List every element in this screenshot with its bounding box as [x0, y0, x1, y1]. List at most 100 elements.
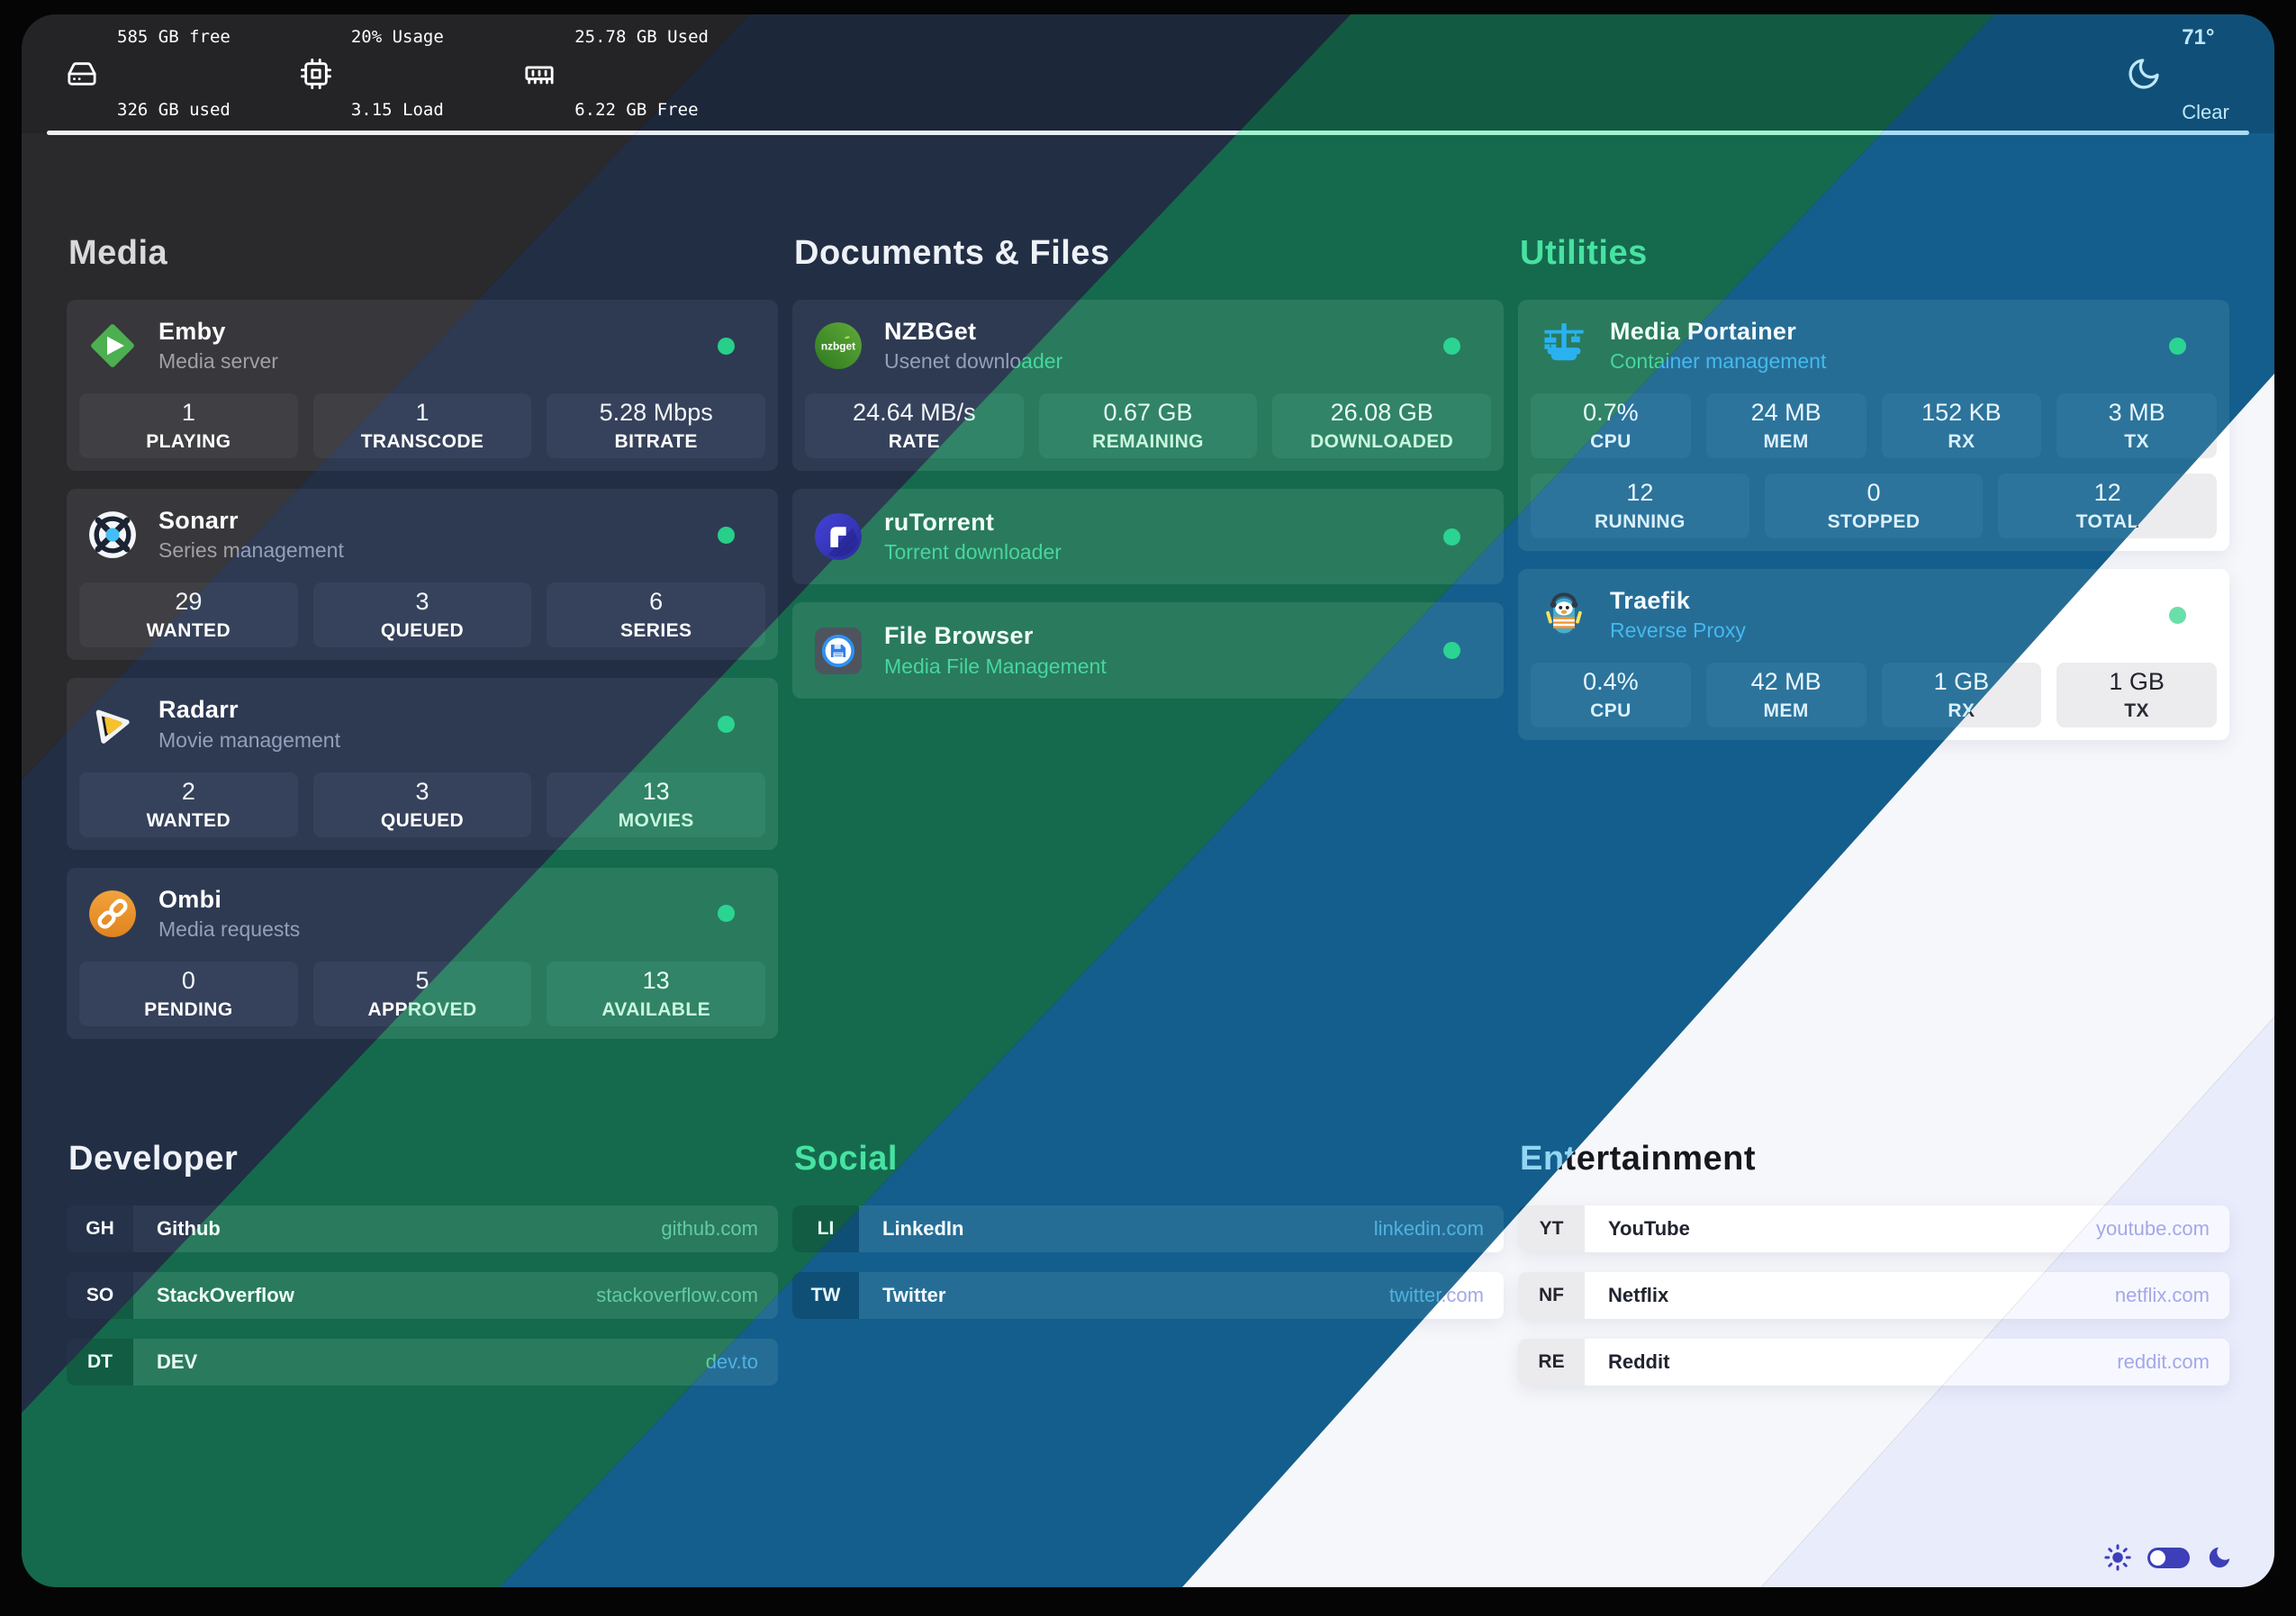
weather-widget[interactable]: 71° Clear — [2126, 14, 2229, 173]
link-name: LinkedIn — [882, 1216, 964, 1240]
status-dot — [718, 905, 735, 923]
hard-drive-icon — [67, 59, 97, 89]
link-url: youtube.com — [2096, 1216, 2210, 1240]
theme-controls — [2104, 1544, 2233, 1571]
link-tag: GH — [67, 1205, 133, 1252]
app-name: Sonarr — [158, 507, 239, 535]
cpu-icon — [300, 59, 331, 89]
status-dot — [2169, 337, 2186, 355]
link-name: Twitter — [882, 1283, 946, 1306]
app-desc: Torrent downloader — [884, 540, 1062, 564]
app-name: Ombi — [158, 885, 222, 913]
weather-condition: Clear — [2182, 100, 2229, 123]
cpu-load-value: 3.15 Load — [350, 100, 444, 120]
app-desc: Media server — [158, 349, 278, 374]
moon-icon[interactable] — [2206, 1544, 2233, 1571]
disk-stats: 585 GB free 326 GB used — [67, 14, 231, 171]
radarr-icon — [88, 700, 137, 749]
sonarr-icon — [88, 510, 137, 559]
app-name: File Browser — [884, 622, 1034, 650]
status-dot — [1443, 642, 1460, 660]
app-desc: Media requests — [158, 916, 301, 941]
link-name: StackOverflow — [157, 1283, 294, 1306]
svg-text:nzbget: nzbget — [821, 339, 855, 352]
disk-used-value: 326 GB used — [117, 100, 231, 120]
section-title-utilities: Utilities — [1520, 234, 1648, 272]
link-url: stackoverflow.com — [596, 1283, 758, 1306]
toggle-knob — [2150, 1549, 2165, 1566]
link-name: DEV — [157, 1350, 198, 1373]
app-name: Traefik — [1610, 587, 1691, 615]
section-title-media: Media — [68, 234, 168, 272]
topbar-divider — [47, 131, 1351, 135]
status-dot — [1443, 528, 1460, 546]
app-card-rutorrent[interactable]: ruTorrent Torrent downloader — [792, 489, 1504, 585]
emby-icon — [88, 321, 137, 370]
app-name: NZBGet — [884, 318, 977, 345]
filebrowser-icon — [814, 627, 863, 675]
link-row-stackoverflow[interactable]: SO StackOverflow stackoverflow.com — [67, 1271, 778, 1319]
link-tag: YT — [1518, 1205, 1585, 1252]
link-row-linkedin[interactable]: LI LinkedIn linkedin.com — [792, 1205, 1504, 1252]
link-row-twitter[interactable]: TW Twitter twitter.com — [792, 1271, 1504, 1319]
app-name: ruTorrent — [884, 509, 995, 537]
moon-icon — [2126, 56, 2162, 92]
portainer-icon — [1540, 321, 1588, 370]
link-row-dev[interactable]: DT DEV dev.to — [67, 1338, 778, 1386]
section-social: Social LI LinkedIn linkedin.com TW Twitt… — [792, 1140, 1504, 1339]
theme-toggle[interactable] — [2147, 1547, 2190, 1568]
topbar-divider — [47, 131, 749, 135]
dashboard-page: 585 GB free 326 GB used 20% Usage 3.15 L… — [22, 14, 2274, 1587]
app-desc: Reverse Proxy — [1610, 618, 1746, 643]
sun-icon[interactable] — [2104, 1544, 2131, 1571]
stat-box: 0.4%CPU — [1531, 663, 1691, 728]
traefik-icon — [1540, 591, 1588, 639]
cpu-usage-value: 20% Usage — [350, 27, 444, 47]
section-title-social: Social — [794, 1139, 898, 1178]
ram-used-value: 25.78 GB Used — [574, 27, 709, 47]
section-title-documents: Documents & Files — [794, 234, 1110, 272]
section-title-developer: Developer — [68, 1139, 239, 1178]
status-dot — [1443, 337, 1460, 355]
disk-free-value: 585 GB free — [117, 27, 231, 47]
status-dot — [718, 526, 735, 544]
link-url: netflix.com — [2114, 1283, 2210, 1306]
link-name: Netflix — [1608, 1283, 1669, 1306]
link-url: github.com — [661, 1216, 758, 1240]
cpu-stats: 20% Usage 3.15 Load — [300, 14, 454, 171]
app-desc: Movie management — [158, 727, 340, 752]
status-dot — [718, 337, 735, 355]
status-dot — [718, 716, 735, 734]
app-name: Radarr — [158, 696, 239, 724]
memory-icon — [524, 59, 555, 89]
ombi-icon — [88, 889, 137, 938]
link-name: Reddit — [1608, 1350, 1670, 1373]
link-tag: NF — [1518, 1271, 1585, 1319]
link-name: YouTube — [1608, 1216, 1690, 1240]
app-name: Emby — [158, 318, 226, 345]
section-title-entertainment: Entertainment — [1520, 1139, 1756, 1178]
topbar: 585 GB free 326 GB used 20% Usage 3.15 L… — [22, 14, 749, 135]
link-tag: TW — [792, 1271, 859, 1319]
link-tag: DT — [67, 1338, 133, 1386]
link-url: linkedin.com — [1373, 1216, 1484, 1240]
link-url: reddit.com — [2117, 1350, 2210, 1373]
weather-temp: 71° — [2182, 24, 2215, 50]
status-dot — [2169, 606, 2186, 624]
